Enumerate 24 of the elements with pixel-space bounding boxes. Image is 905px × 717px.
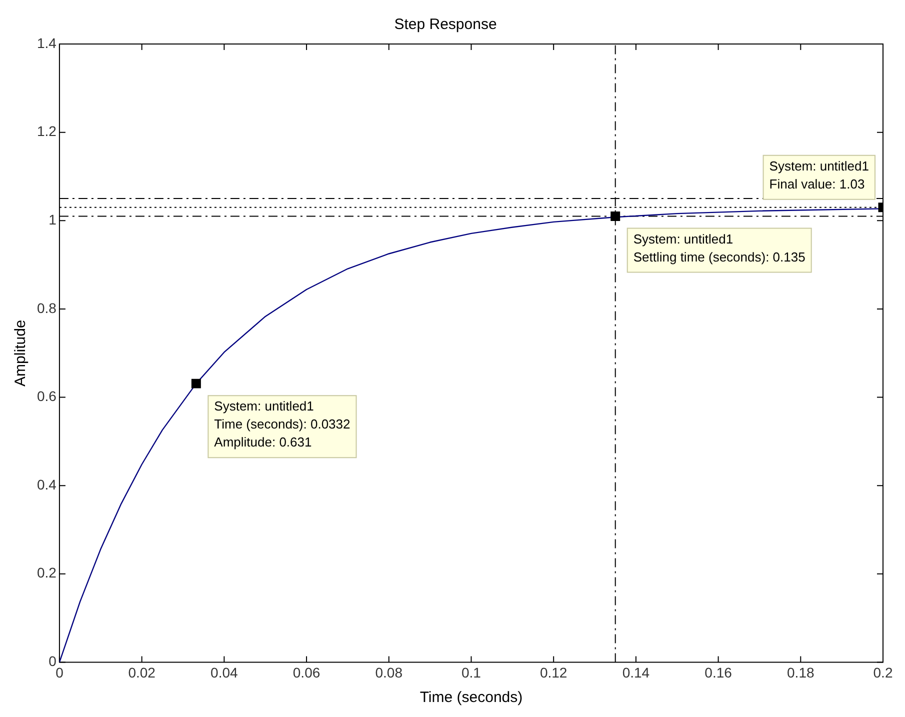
x-tick-label: 0.2 [873, 664, 893, 680]
annotation: System: untitled1 Settling time (seconds): 0.135 [633, 231, 806, 264]
y-tick-label: 1.4 [36, 34, 57, 51]
y-tick-label: 0.8 [36, 300, 57, 316]
annotation: System: untitled1 Time (seconds): 0.0332 Amplitude: 0.631 [214, 398, 350, 450]
chart-title: Step Response [394, 16, 497, 34]
y-axis-title: Amplitude [12, 320, 30, 386]
y-tick-label: 1.2 [36, 123, 57, 140]
x-tick-label: 0.1 [461, 664, 482, 680]
x-tick-label: 0.04 [210, 664, 238, 680]
y-tick-label: 0.6 [36, 388, 57, 404]
y-tick-label: 0.4 [36, 476, 57, 492]
x-tick-label: 0.06 [292, 664, 320, 680]
y-tick-label: 1 [48, 211, 57, 228]
y-tick-label: 0.2 [36, 564, 57, 581]
x-tick-label: 0.14 [622, 664, 650, 680]
x-tick-label: 0.12 [540, 664, 568, 680]
x-tick-label: 0.08 [375, 664, 403, 680]
x-tick-label: 0.16 [704, 664, 732, 680]
y-tick-label: 0 [48, 653, 57, 670]
x-tick-label: 0.02 [128, 664, 156, 680]
x-axis-title: Time (seconds) [420, 689, 523, 706]
annotation: System: untitled1 Final value: 1.03 [769, 158, 870, 192]
x-tick-label: 0.18 [787, 664, 814, 680]
